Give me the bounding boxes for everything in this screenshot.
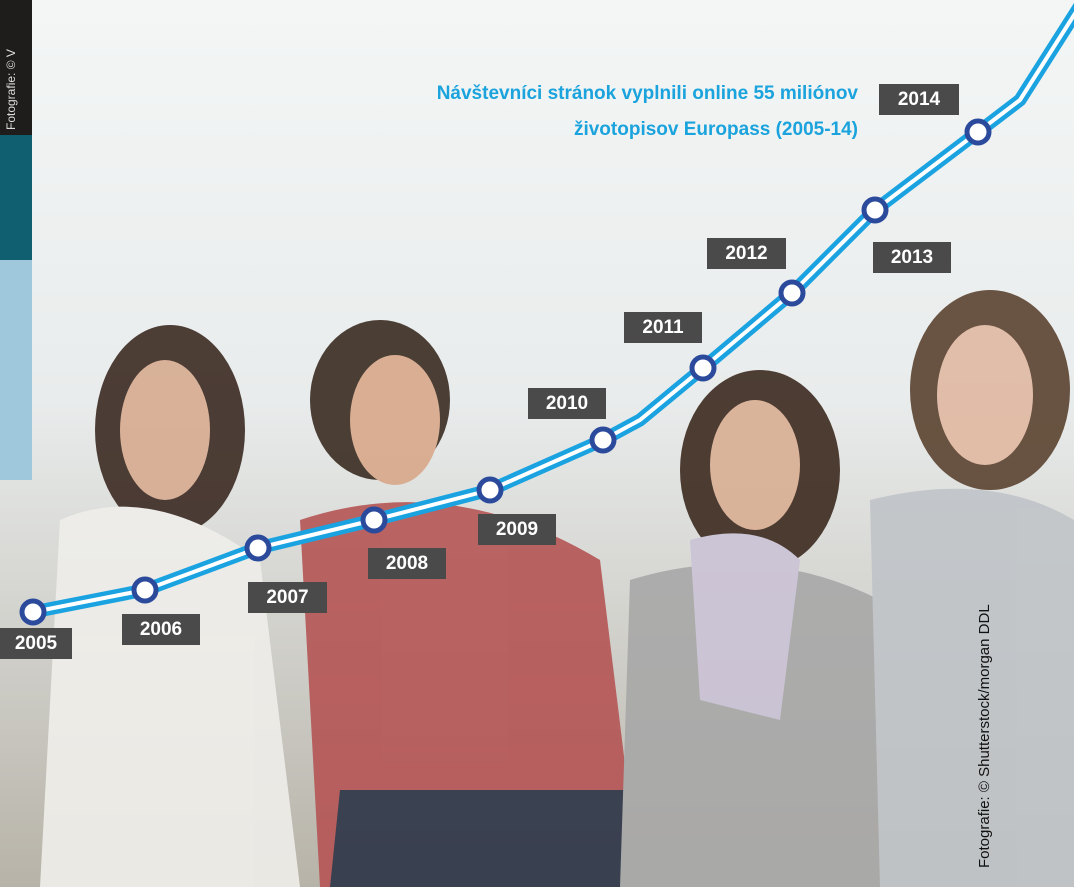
year-label: 2005	[15, 633, 58, 654]
year-label: 2014	[898, 89, 941, 110]
year-label: 2008	[386, 553, 428, 574]
year-label: 2011	[642, 317, 684, 338]
year-label: 2009	[496, 519, 538, 540]
page: Fotografie: © V Návštevníci stránok vypl…	[0, 0, 1074, 887]
side-credit: Fotografie: © V	[4, 49, 18, 130]
year-label: 2013	[891, 247, 933, 268]
infographic: Fotografie: © V Návštevníci stránok vypl…	[0, 0, 1074, 887]
side-lightblue	[0, 260, 32, 480]
year-marker	[479, 479, 501, 501]
year-marker	[22, 601, 44, 623]
photo-credit: Fotografie: © Shutterstock/morgan DDL	[976, 604, 993, 868]
year-label: 2010	[546, 393, 588, 414]
year-marker	[967, 121, 989, 143]
year-label: 2012	[725, 243, 767, 264]
year-marker	[592, 429, 614, 451]
year-label: 2006	[140, 619, 182, 640]
year-marker	[781, 282, 803, 304]
title-line: životopisov Europass (2005-14)	[574, 119, 858, 140]
title-line: Návštevníci stránok vyplnili online 55 m…	[437, 83, 859, 104]
year-marker	[692, 357, 714, 379]
year-marker	[864, 199, 886, 221]
side-teal	[0, 135, 32, 260]
year-marker	[247, 537, 269, 559]
year-marker	[134, 579, 156, 601]
year-label: 2007	[266, 587, 308, 608]
year-marker	[363, 509, 385, 531]
